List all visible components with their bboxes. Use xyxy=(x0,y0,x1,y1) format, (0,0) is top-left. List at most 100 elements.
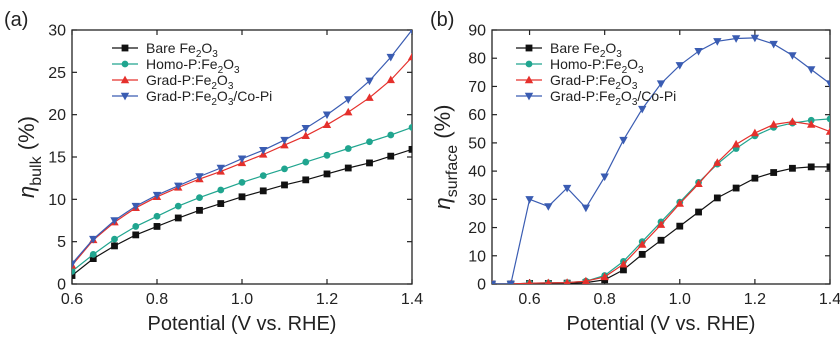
data-point-b-0-14 xyxy=(751,174,759,182)
x-tick-label-b-2: 1.0 xyxy=(669,291,691,308)
data-point-a-0-10 xyxy=(281,181,288,189)
data-point-b-3-18 xyxy=(825,80,830,89)
data-point-b-3-5 xyxy=(581,204,591,213)
data-point-a-2-15 xyxy=(386,75,395,84)
data-point-a-0-4 xyxy=(153,223,161,230)
data-point-b-2-5 xyxy=(581,276,590,284)
plot-frame-b xyxy=(491,29,831,285)
data-point-b-0-15 xyxy=(770,169,778,176)
series-line-a-0 xyxy=(72,148,412,276)
data-point-a-1-14 xyxy=(366,138,373,146)
data-point-a-1-10 xyxy=(281,165,288,173)
legend-label-b-2: Grad-P:Fe2O3 xyxy=(550,72,638,92)
y-tick-label-b-8: 80 xyxy=(468,51,486,68)
data-point-a-2-11 xyxy=(301,131,310,140)
data-point-b-3-9 xyxy=(656,80,666,89)
y-tick-label-b-5: 50 xyxy=(468,135,486,152)
data-point-a-3-7 xyxy=(216,164,225,173)
data-point-b-3-13 xyxy=(731,35,741,43)
data-point-a-0-2 xyxy=(111,242,118,250)
x-tick-label-a-3: 1.2 xyxy=(316,291,338,308)
data-point-a-1-1 xyxy=(89,250,97,258)
data-point-a-1-2 xyxy=(111,235,118,243)
data-point-b-0-10 xyxy=(676,222,684,230)
data-point-a-3-12 xyxy=(322,111,332,120)
panel-label-a: (a) xyxy=(4,9,28,31)
data-point-a-0-6 xyxy=(196,206,203,214)
y-tick-label-a-4: 20 xyxy=(48,107,66,124)
y-tick-label-b-7: 70 xyxy=(468,79,486,96)
data-point-a-3-0 xyxy=(72,260,77,269)
data-point-a-0-8 xyxy=(238,193,246,201)
legend-marker-b-1 xyxy=(525,60,533,68)
x-tick-label-b-4: 1.4 xyxy=(819,291,840,308)
data-point-a-3-9 xyxy=(259,147,268,155)
legend-label-b-1: Homo-P:Fe2O3 xyxy=(550,56,644,76)
data-point-a-3-1 xyxy=(89,235,98,244)
data-point-a-1-4 xyxy=(153,212,161,220)
data-point-a-1-0 xyxy=(72,267,76,275)
x-tick-label-b-0: 0.6 xyxy=(518,291,540,308)
series-group-b xyxy=(492,34,830,284)
y-tick-label-a-5: 25 xyxy=(48,65,66,82)
y-tick-label-a-6: 30 xyxy=(48,23,66,40)
y-tick-label-b-4: 40 xyxy=(468,164,486,181)
data-point-b-3-12 xyxy=(713,38,722,46)
legend-marker-b-3 xyxy=(524,92,534,101)
data-point-a-2-10 xyxy=(280,140,289,149)
data-point-b-0-13 xyxy=(732,184,740,192)
data-point-a-3-4 xyxy=(152,191,162,200)
data-point-a-3-2 xyxy=(110,217,119,225)
data-point-a-0-9 xyxy=(259,187,267,195)
x-tick-label-b-1: 0.8 xyxy=(594,291,616,308)
y-tick-label-b-2: 20 xyxy=(468,220,486,237)
data-point-b-3-1 xyxy=(506,280,515,284)
data-point-b-2-11 xyxy=(694,179,703,188)
data-point-b-3-14 xyxy=(750,34,760,43)
data-point-a-1-6 xyxy=(196,194,203,202)
data-point-a-3-5 xyxy=(174,182,183,191)
series-line-b-3 xyxy=(492,37,830,284)
x-tick-label-a-4: 1.4 xyxy=(401,291,423,308)
data-point-b-3-10 xyxy=(675,62,684,70)
data-point-a-0-12 xyxy=(323,170,331,178)
data-point-b-3-15 xyxy=(769,40,778,49)
legend-marker-a-1 xyxy=(121,60,129,68)
legend-b: Bare Fe2O3Homo-P:Fe2O3Grad-P:Fe2O3Grad-P… xyxy=(516,40,676,108)
data-point-b-2-8 xyxy=(638,240,647,248)
data-point-b-3-2 xyxy=(525,196,534,204)
data-point-a-3-11 xyxy=(301,125,310,133)
legend-a: Bare Fe2O3Homo-P:Fe2O3Grad-P:Fe2O3Grad-P… xyxy=(112,40,272,108)
y-tick-label-b-6: 60 xyxy=(468,107,486,124)
legend-marker-a-2 xyxy=(120,75,130,84)
data-point-a-0-1 xyxy=(89,255,97,262)
data-point-b-1-18 xyxy=(826,115,830,123)
y-axis-label-b: ηsurface (%) xyxy=(430,104,461,209)
data-point-b-2-10 xyxy=(675,199,684,207)
data-point-b-0-8 xyxy=(638,250,646,258)
data-point-b-0-9 xyxy=(657,236,665,244)
data-point-b-2-6 xyxy=(600,272,609,281)
data-point-a-3-10 xyxy=(280,136,289,145)
data-point-b-0-11 xyxy=(695,208,702,216)
x-axis-label-a: Potential (V vs. RHE) xyxy=(148,313,337,335)
x-axis-label-b: Potential (V vs. RHE) xyxy=(567,313,756,335)
y-tick-label-b-3: 30 xyxy=(468,192,486,209)
data-point-a-2-12 xyxy=(322,120,332,129)
data-point-b-2-3 xyxy=(545,278,552,284)
data-point-a-2-14 xyxy=(365,93,374,101)
data-point-a-0-15 xyxy=(387,152,395,160)
data-point-a-0-7 xyxy=(217,200,225,207)
series-group-a xyxy=(72,30,412,279)
data-point-b-2-12 xyxy=(713,158,722,166)
data-point-a-0-5 xyxy=(174,214,182,222)
legend-marker-a-0 xyxy=(121,44,129,52)
data-point-a-0-16 xyxy=(408,145,412,153)
data-point-a-0-14 xyxy=(366,159,373,167)
data-point-b-3-6 xyxy=(600,173,609,182)
data-point-a-3-16 xyxy=(409,30,412,35)
data-point-a-3-6 xyxy=(195,173,204,181)
data-point-b-3-16 xyxy=(788,52,797,60)
data-point-a-1-7 xyxy=(217,186,225,194)
